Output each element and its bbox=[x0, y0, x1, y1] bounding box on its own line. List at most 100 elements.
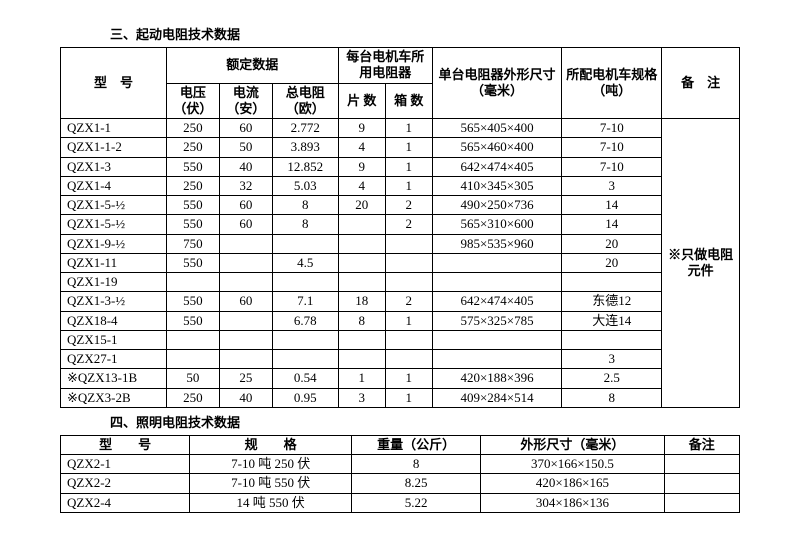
cell: QZX1-4 bbox=[61, 176, 167, 195]
cell: 0.54 bbox=[272, 369, 338, 388]
cell: 8 bbox=[562, 388, 662, 407]
cell: 565×310×600 bbox=[432, 215, 561, 234]
cell: 550 bbox=[166, 311, 219, 330]
cell: 60 bbox=[219, 196, 272, 215]
cell: 8 bbox=[351, 455, 480, 474]
cell bbox=[338, 330, 385, 349]
cell bbox=[385, 330, 432, 349]
cell: QZX1-3-½ bbox=[61, 292, 167, 311]
cell bbox=[664, 455, 739, 474]
cell bbox=[272, 330, 338, 349]
cell: 1 bbox=[385, 138, 432, 157]
cell: QZX1-11 bbox=[61, 253, 167, 272]
table-row: QZX1-9-½750985×535×96020 bbox=[61, 234, 740, 253]
cell: 60 bbox=[219, 119, 272, 138]
cell bbox=[272, 350, 338, 369]
cell: 60 bbox=[219, 215, 272, 234]
cell: 60 bbox=[219, 292, 272, 311]
cell bbox=[385, 234, 432, 253]
table-row: QZX1-5-½5506082565×310×60014 bbox=[61, 215, 740, 234]
table-row: QZX2-27-10 吨 550 伏8.25420×186×165 bbox=[61, 474, 740, 493]
cell: 9 bbox=[338, 157, 385, 176]
cell: QZX2-2 bbox=[61, 474, 190, 493]
table-row: QZX1-19 bbox=[61, 273, 740, 292]
cell: QZX1-5-½ bbox=[61, 215, 167, 234]
table-row: QZX1-3-½550607.1182642×474×405东德12 bbox=[61, 292, 740, 311]
cell: 6.78 bbox=[272, 311, 338, 330]
cell: 3 bbox=[562, 350, 662, 369]
h-rated: 额定数据 bbox=[166, 48, 338, 84]
table-section4: 型 号 规 格 重量（公斤） 外形尺寸（毫米） 备注 QZX2-17-10 吨 … bbox=[60, 435, 740, 513]
cell: 7-10 bbox=[562, 138, 662, 157]
cell: 20 bbox=[562, 253, 662, 272]
cell: 14 bbox=[562, 196, 662, 215]
cell bbox=[219, 234, 272, 253]
cell: 550 bbox=[166, 253, 219, 272]
table-row: QZX1-1250602.77291565×405×4007-10※只做电阻元件 bbox=[61, 119, 740, 138]
h4-dims: 外形尺寸（毫米） bbox=[481, 435, 664, 454]
cell: 0.95 bbox=[272, 388, 338, 407]
table-row: QZX2-414 吨 550 伏5.22304×186×136 bbox=[61, 493, 740, 512]
cell: 5.03 bbox=[272, 176, 338, 195]
cell: 550 bbox=[166, 157, 219, 176]
cell bbox=[166, 273, 219, 292]
cell: 985×535×960 bbox=[432, 234, 561, 253]
cell: 1 bbox=[385, 157, 432, 176]
cell: 东德12 bbox=[562, 292, 662, 311]
cell: QZX1-1 bbox=[61, 119, 167, 138]
cell: 1 bbox=[385, 176, 432, 195]
cell bbox=[272, 234, 338, 253]
cell: QZX2-4 bbox=[61, 493, 190, 512]
cell: 7-10 bbox=[562, 157, 662, 176]
table-row: QZX15-1 bbox=[61, 330, 740, 349]
cell: 420×186×165 bbox=[481, 474, 664, 493]
cell: 1 bbox=[385, 369, 432, 388]
cell: 7-10 bbox=[562, 119, 662, 138]
h-model: 型 号 bbox=[61, 48, 167, 119]
h4-remark: 备注 bbox=[664, 435, 739, 454]
table-row: ※QZX13-1B50250.5411420×188×3962.5 bbox=[61, 369, 740, 388]
cell bbox=[338, 273, 385, 292]
cell: 1 bbox=[385, 119, 432, 138]
cell: 642×474×405 bbox=[432, 292, 561, 311]
cell: QZX18-4 bbox=[61, 311, 167, 330]
table-row: QZX1-115504.520 bbox=[61, 253, 740, 272]
remark-cell: ※只做电阻元件 bbox=[662, 119, 740, 408]
cell: 3.893 bbox=[272, 138, 338, 157]
cell: 250 bbox=[166, 388, 219, 407]
table-row: ※QZX3-2B250400.9531409×284×5148 bbox=[61, 388, 740, 407]
cell: 304×186×136 bbox=[481, 493, 664, 512]
table-row: QZX1-4250325.0341410×345×3053 bbox=[61, 176, 740, 195]
cell: 2.5 bbox=[562, 369, 662, 388]
cell: QZX1-3 bbox=[61, 157, 167, 176]
cell bbox=[562, 330, 662, 349]
cell: 12.852 bbox=[272, 157, 338, 176]
cell: 420×188×396 bbox=[432, 369, 561, 388]
cell: QZX1-9-½ bbox=[61, 234, 167, 253]
cell: 18 bbox=[338, 292, 385, 311]
cell bbox=[338, 253, 385, 272]
h-dims: 单台电阻器外形尺寸（毫米） bbox=[432, 48, 561, 119]
cell: 750 bbox=[166, 234, 219, 253]
cell: 大连14 bbox=[562, 311, 662, 330]
cell: 490×250×736 bbox=[432, 196, 561, 215]
cell: 250 bbox=[166, 176, 219, 195]
h-voltage: 电压（伏） bbox=[166, 83, 219, 119]
cell: 3 bbox=[338, 388, 385, 407]
cell bbox=[432, 253, 561, 272]
h-remark: 备 注 bbox=[662, 48, 740, 119]
cell bbox=[664, 493, 739, 512]
cell bbox=[219, 350, 272, 369]
cell bbox=[432, 350, 561, 369]
cell bbox=[219, 330, 272, 349]
cell: 550 bbox=[166, 215, 219, 234]
cell bbox=[338, 234, 385, 253]
cell bbox=[219, 253, 272, 272]
cell: 40 bbox=[219, 388, 272, 407]
cell: QZX1-5-½ bbox=[61, 196, 167, 215]
table-row: QZX2-17-10 吨 250 伏8370×166×150.5 bbox=[61, 455, 740, 474]
cell: 40 bbox=[219, 157, 272, 176]
cell: ※QZX13-1B bbox=[61, 369, 167, 388]
cell: 550 bbox=[166, 196, 219, 215]
cell bbox=[385, 253, 432, 272]
